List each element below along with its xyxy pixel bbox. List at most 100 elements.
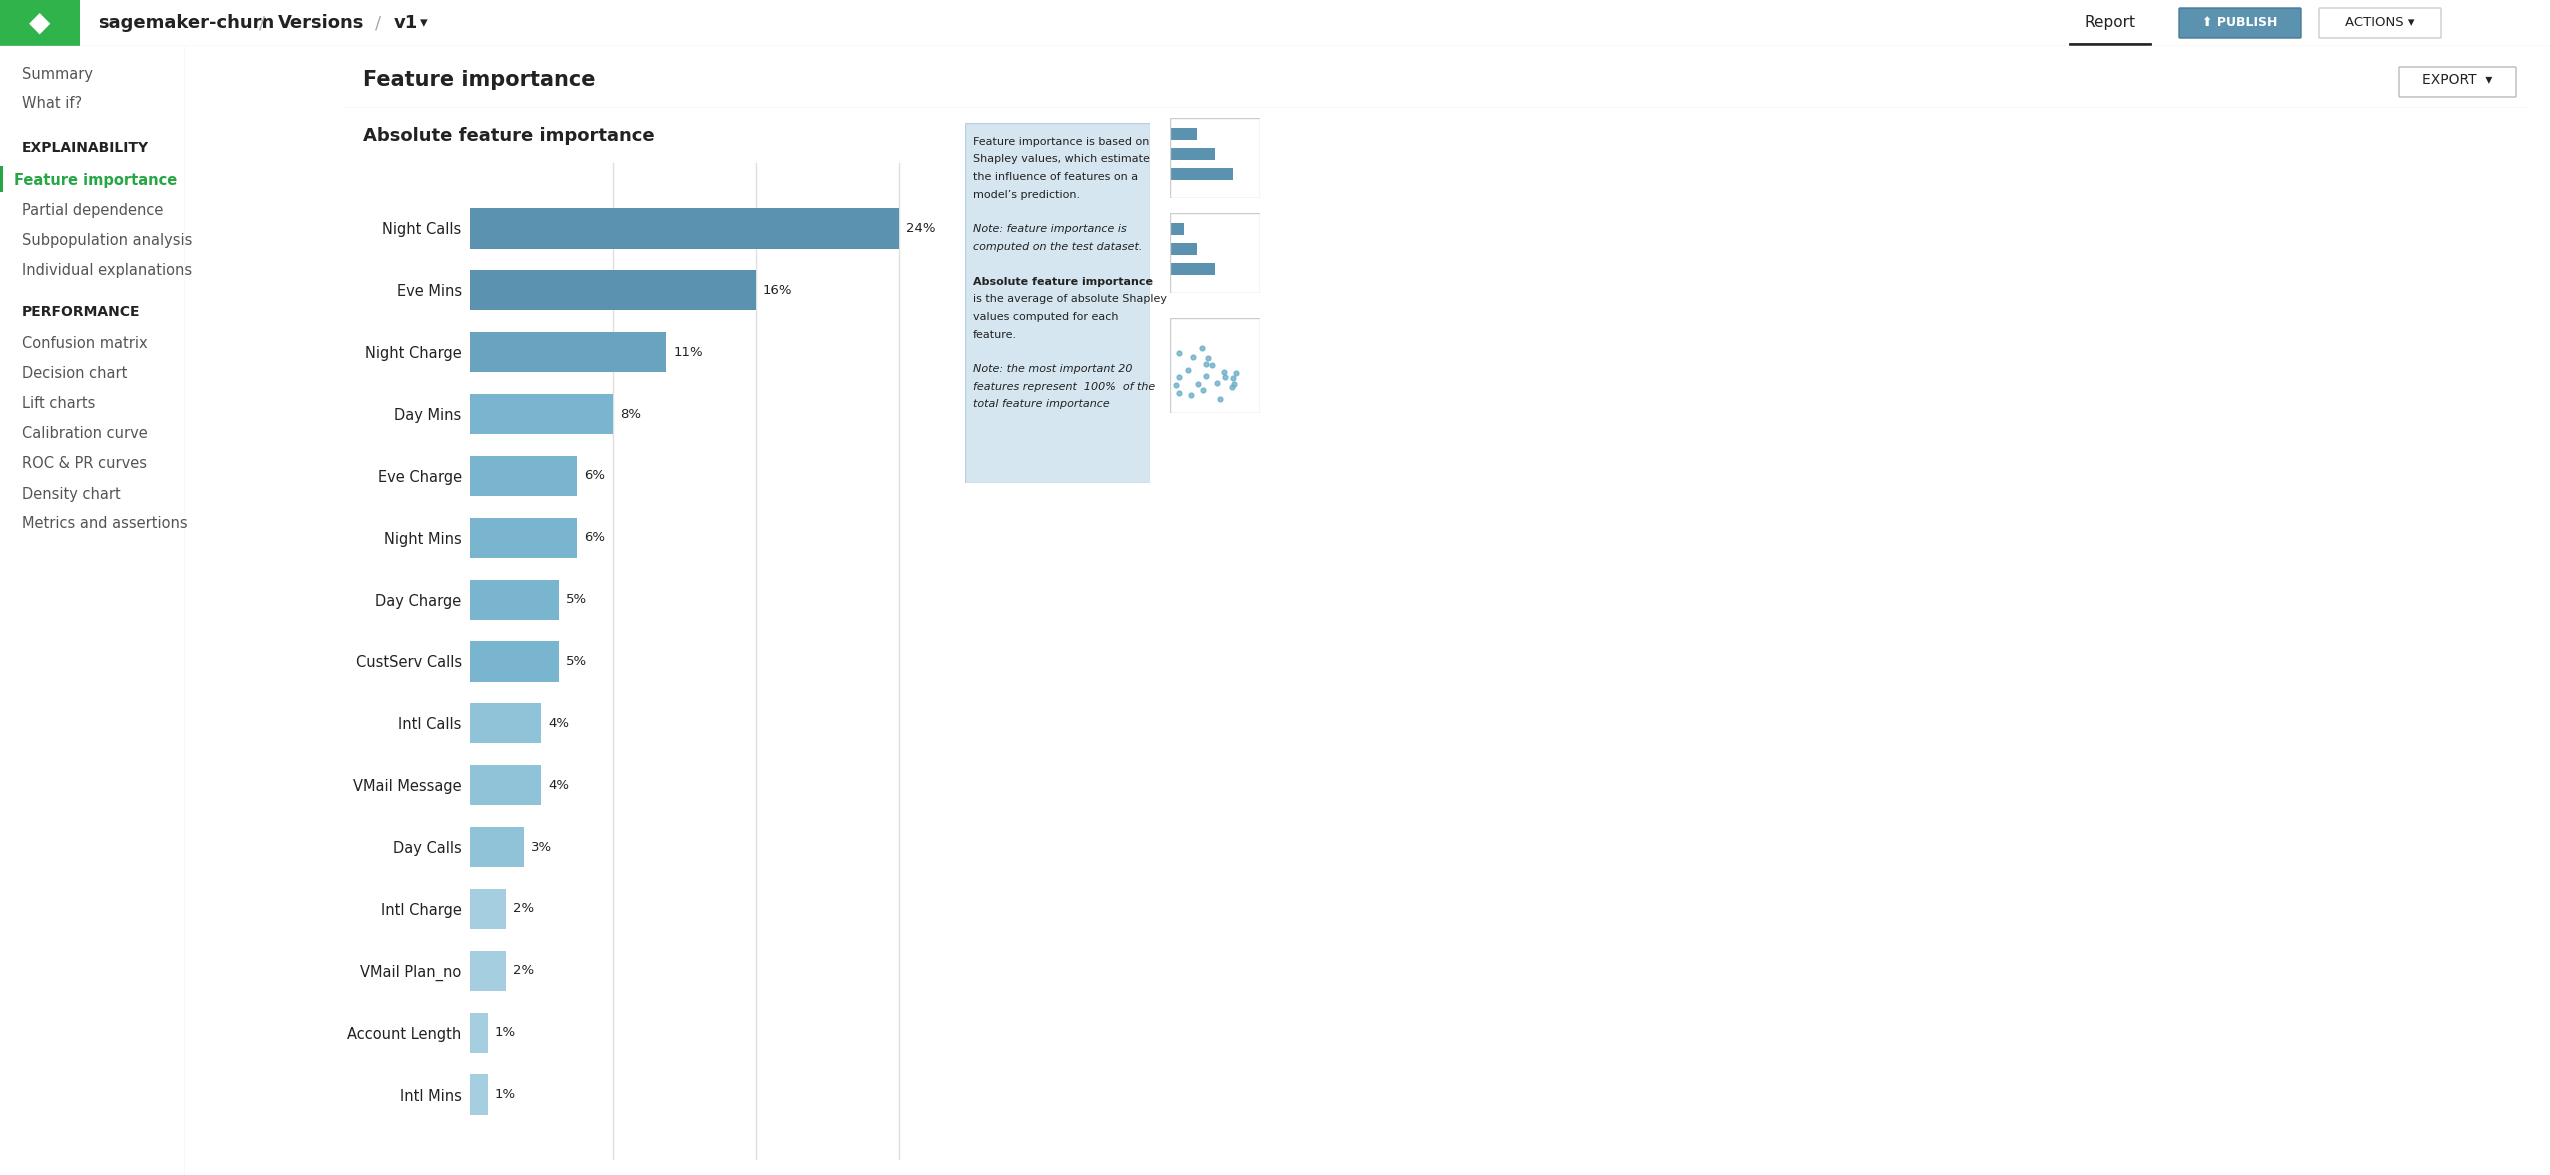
Point [1168,361,1209,380]
Point [1204,367,1244,385]
Text: Note: the most important 20: Note: the most important 20 [974,364,1132,375]
Text: Feature importance: Feature importance [362,70,597,90]
Point [1178,375,1219,394]
Bar [0,0,79,46]
Bar [1170,213,1260,293]
Bar [1170,128,1196,140]
Bar [469,1074,487,1115]
Text: Feature importance is based on: Feature importance is based on [974,137,1150,147]
Bar [469,765,541,805]
Point [1155,375,1196,394]
Point [1191,355,1232,374]
Point [1216,364,1257,383]
Text: values computed for each: values computed for each [974,313,1119,322]
Text: 2%: 2% [513,965,533,978]
Text: sagemaker-churn: sagemaker-churn [97,14,275,32]
Point [1211,378,1252,397]
Text: 1%: 1% [495,1026,515,1039]
Text: 16%: 16% [762,284,793,297]
Text: is the average of absolute Shapley: is the average of absolute Shapley [974,295,1168,304]
Bar [1170,263,1214,275]
Bar [469,208,898,249]
Text: EXPLAINABILITY: EXPLAINABILITY [23,141,148,155]
Text: v1: v1 [395,14,418,32]
Point [1198,390,1239,409]
Text: ⬆ PUBLISH: ⬆ PUBLISH [2203,16,2277,29]
Point [1183,381,1224,400]
Text: Density chart: Density chart [23,486,120,502]
Text: Individual explanations: Individual explanations [23,262,191,277]
Text: 3%: 3% [530,840,551,853]
Text: 4%: 4% [548,779,569,792]
Text: Note: feature importance is: Note: feature importance is [974,224,1127,235]
Text: Versions: Versions [278,14,365,32]
Text: /: / [260,14,265,32]
Bar [469,951,505,991]
Point [1173,348,1214,367]
Bar [469,1013,487,1053]
Text: 6%: 6% [584,531,604,544]
Bar [469,394,612,434]
Point [1158,343,1198,362]
Bar [469,888,505,929]
Text: 6%: 6% [584,469,604,483]
Bar [469,456,576,496]
Text: EXPORT  ▾: EXPORT ▾ [2422,73,2491,87]
Point [1158,383,1198,402]
Bar [469,642,558,682]
Point [1196,374,1237,392]
Bar [1170,318,1260,412]
Text: 5%: 5% [566,593,586,606]
Text: Shapley values, which estimate: Shapley values, which estimate [974,154,1150,165]
Text: 1%: 1% [495,1088,515,1101]
Text: model’s prediction.: model’s prediction. [974,189,1081,200]
Text: /: / [375,14,380,32]
Text: Feature importance: Feature importance [13,173,178,188]
Text: Absolute feature importance: Absolute feature importance [974,277,1153,287]
Point [1214,369,1255,388]
Text: Absolute feature importance: Absolute feature importance [362,127,655,145]
Text: the influence of features on a: the influence of features on a [974,172,1137,182]
Bar [1170,223,1183,235]
Bar [1170,118,1260,199]
Text: feature.: feature. [974,329,1017,340]
FancyBboxPatch shape [2400,67,2517,98]
Point [1181,338,1221,357]
Bar [0,166,3,192]
Bar [469,827,523,867]
Text: Report: Report [2083,15,2134,31]
Point [1186,367,1227,385]
Text: Lift charts: Lift charts [23,396,94,411]
Text: 11%: 11% [673,345,704,358]
Text: ROC & PR curves: ROC & PR curves [23,457,148,471]
Text: ▾: ▾ [421,15,428,31]
Point [1186,355,1227,374]
Text: ◆: ◆ [28,9,51,36]
FancyBboxPatch shape [2318,8,2440,38]
Text: PERFORMANCE: PERFORMANCE [23,306,140,318]
Bar [469,333,666,372]
Text: computed on the test dataset.: computed on the test dataset. [974,242,1142,251]
Text: What if?: What if? [23,96,82,112]
Text: features represent  100%  of the: features represent 100% of the [974,382,1155,392]
Text: Confusion matrix: Confusion matrix [23,336,148,351]
Text: Partial dependence: Partial dependence [23,202,163,217]
Text: ACTIONS ▾: ACTIONS ▾ [2346,16,2415,29]
Bar [1170,243,1196,255]
Bar [1170,148,1214,160]
Bar [469,704,541,744]
Text: Calibration curve: Calibration curve [23,427,148,442]
Bar [469,579,558,619]
Point [1170,385,1211,404]
Text: 8%: 8% [620,408,640,421]
Bar [469,270,755,310]
Point [1214,374,1255,392]
Text: 2%: 2% [513,902,533,915]
Text: Subpopulation analysis: Subpopulation analysis [23,233,191,248]
Point [1188,349,1229,368]
Text: Decision chart: Decision chart [23,367,128,382]
Point [1204,362,1244,381]
Text: Metrics and assertions: Metrics and assertions [23,517,189,531]
Bar [1170,168,1234,180]
Text: 5%: 5% [566,654,586,669]
